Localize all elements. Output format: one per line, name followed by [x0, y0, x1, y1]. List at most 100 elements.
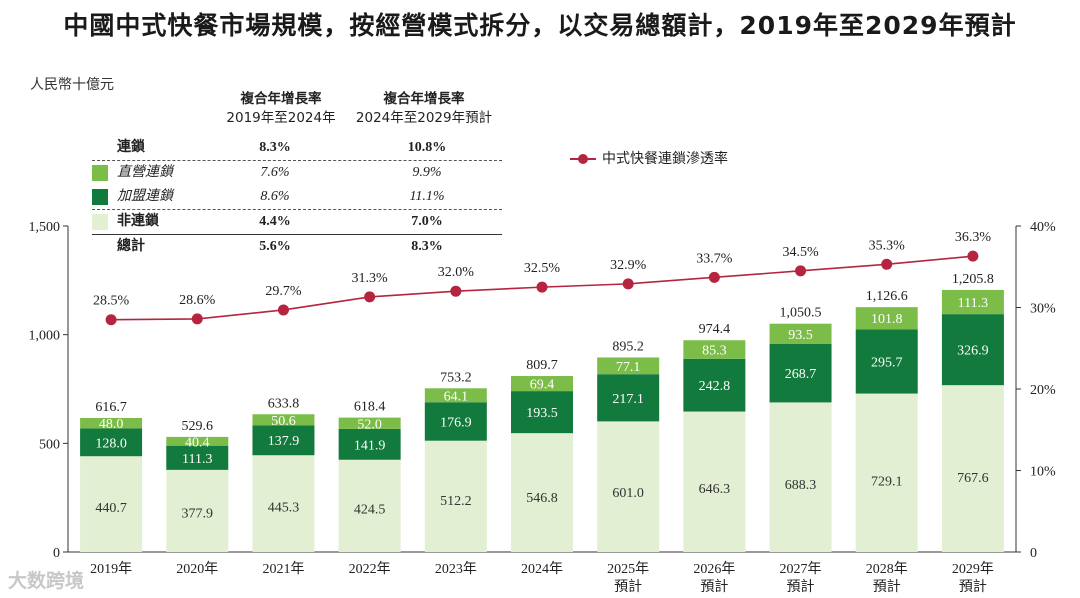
bar-segment-non-chain — [683, 411, 746, 552]
bar-segment-non-chain — [252, 455, 315, 552]
bar-segment-direct — [338, 417, 401, 429]
penetration-rate-point — [622, 278, 634, 290]
penetration-rate-label: 29.7% — [265, 284, 302, 299]
penetration-rate-label: 28.6% — [179, 293, 216, 308]
bar-total-label: 1,205.8 — [952, 272, 994, 287]
bar-value-label: 729.1 — [871, 474, 903, 489]
y-right-tick-label: 40% — [1030, 220, 1056, 235]
bar-total-label: 616.7 — [95, 400, 127, 415]
bar-total-label: 974.4 — [699, 322, 731, 337]
x-tick-sublabel: 預計 — [787, 579, 815, 595]
bar-value-label: 52.0 — [357, 417, 382, 432]
bar-segment-franchise — [597, 374, 660, 422]
bar-total-label: 618.4 — [354, 400, 386, 415]
bar-value-label: 176.9 — [440, 415, 472, 430]
y-left-tick-label: 0 — [53, 546, 60, 561]
bar-value-label: 40.4 — [185, 435, 210, 450]
legend-row-non-chain: 非連鎖 4.4% 7.0% — [92, 210, 502, 235]
x-tick-label: 2019年 — [90, 561, 132, 577]
bar-segment-direct — [683, 340, 746, 359]
penetration-rate-point — [105, 314, 117, 326]
line-series-legend: 中式快餐連鎖滲透率 — [570, 148, 728, 168]
bar-value-label: 268.7 — [785, 367, 817, 382]
x-tick-sublabel: 預計 — [873, 579, 901, 595]
bar-value-label: 193.5 — [526, 406, 558, 421]
bar-total-label: 753.2 — [440, 370, 472, 385]
bar-value-label: 646.3 — [699, 482, 731, 497]
x-tick-label: 2022年 — [349, 561, 391, 577]
cagr-value: 8.6% — [260, 189, 290, 204]
x-tick-label: 2027年 — [780, 561, 822, 577]
cagr-value: 11.1% — [409, 189, 445, 204]
y-left-tick-label: 500 — [39, 437, 60, 452]
bar-value-label: 424.5 — [354, 502, 386, 517]
bar-segment-non-chain — [80, 456, 143, 552]
cagr-header-2-line1: 複合年增長率 — [383, 91, 465, 107]
y-axis-unit-label: 人民幣十億元 — [30, 78, 114, 93]
penetration-rate-point — [364, 291, 376, 303]
bar-segment-direct — [166, 436, 229, 446]
penetration-rate-point — [795, 265, 807, 277]
cagr-value: 8.3% — [259, 140, 291, 155]
bar-value-label: 48.0 — [99, 417, 124, 432]
penetration-rate-point — [881, 258, 893, 270]
bar-segment-non-chain — [769, 402, 832, 552]
y-left-tick-label: 1,000 — [29, 329, 61, 344]
penetration-rate-label: 34.5% — [782, 245, 819, 260]
chart-title: 中國中式快餐市場規模，按經營模式拆分，以交易總額計，2019年至2029年預計 — [63, 11, 1017, 40]
y-right-tick-label: 0 — [1030, 546, 1037, 561]
line-marker-icon — [570, 153, 596, 165]
bar-segment-direct — [769, 323, 832, 345]
legend-row-direct-chain: 直營連鎖 7.6% 9.9% — [92, 161, 502, 185]
legend-row-chain: 連鎖 8.3% 10.8% — [92, 136, 502, 161]
cagr-value: 9.9% — [412, 165, 442, 180]
legend-row-total: 總計 5.6% 8.3% — [92, 235, 502, 259]
x-tick-label: 2020年 — [176, 561, 218, 577]
bar-total-label: 529.6 — [182, 419, 214, 434]
bar-value-label: 50.6 — [271, 414, 296, 429]
bar-value-label: 445.3 — [268, 500, 300, 515]
bar-value-label: 512.2 — [440, 494, 472, 509]
bar-value-label: 64.1 — [444, 389, 469, 404]
bar-value-label: 69.4 — [530, 378, 555, 393]
bar-segment-franchise — [855, 329, 918, 394]
bar-total-label: 1,126.6 — [866, 289, 908, 304]
legend-label-total: 總計 — [117, 239, 145, 254]
x-tick-label: 2023年 — [435, 561, 477, 577]
bar-segment-direct — [80, 417, 143, 429]
bar-value-label: 141.9 — [354, 438, 386, 453]
legend-swatch-non-chain — [92, 214, 108, 230]
legend-swatch-direct — [92, 165, 108, 181]
penetration-rate-label: 32.5% — [524, 261, 561, 276]
legend-label-chain: 連鎖 — [117, 140, 145, 155]
cagr-value: 8.3% — [411, 239, 443, 254]
bar-value-label: 128.0 — [95, 436, 127, 451]
penetration-rate-point — [708, 271, 720, 283]
penetration-rate-point — [450, 285, 462, 297]
line-series-legend-label: 中式快餐連鎖滲透率 — [602, 151, 728, 167]
cagr-value: 5.6% — [259, 239, 291, 254]
cagr-header-2-line2: 2024年至2029年預計 — [355, 110, 493, 126]
bar-value-label: 688.3 — [785, 478, 817, 493]
bar-segment-franchise — [338, 428, 401, 460]
bar-total-label: 895.2 — [612, 339, 644, 354]
cagr-legend-table: 連鎖 8.3% 10.8% 直營連鎖 7.6% 9.9% 加盟連鎖 8.6% 1… — [92, 136, 502, 259]
penetration-rate-point — [536, 281, 548, 293]
bar-segment-non-chain — [166, 469, 229, 552]
bar-total-label: 809.7 — [526, 358, 558, 373]
bar-segment-direct — [855, 307, 918, 330]
bar-segment-non-chain — [338, 459, 401, 552]
cagr-header-2024-2029: 複合年增長率 2024年至2029年預計 — [344, 90, 504, 128]
bar-segment-franchise — [252, 425, 315, 456]
bar-segment-franchise — [683, 358, 746, 412]
y-right-tick-label: 20% — [1030, 383, 1056, 398]
bar-segment-direct — [941, 289, 1004, 315]
x-tick-label: 2028年 — [866, 561, 908, 577]
penetration-rate-label: 28.5% — [93, 294, 130, 309]
bar-value-label: 440.7 — [95, 501, 127, 516]
cagr-value: 4.4% — [259, 214, 291, 229]
bar-segment-non-chain — [424, 440, 487, 552]
x-tick-label: 2021年 — [262, 561, 304, 577]
bar-value-label: 101.8 — [871, 312, 903, 327]
